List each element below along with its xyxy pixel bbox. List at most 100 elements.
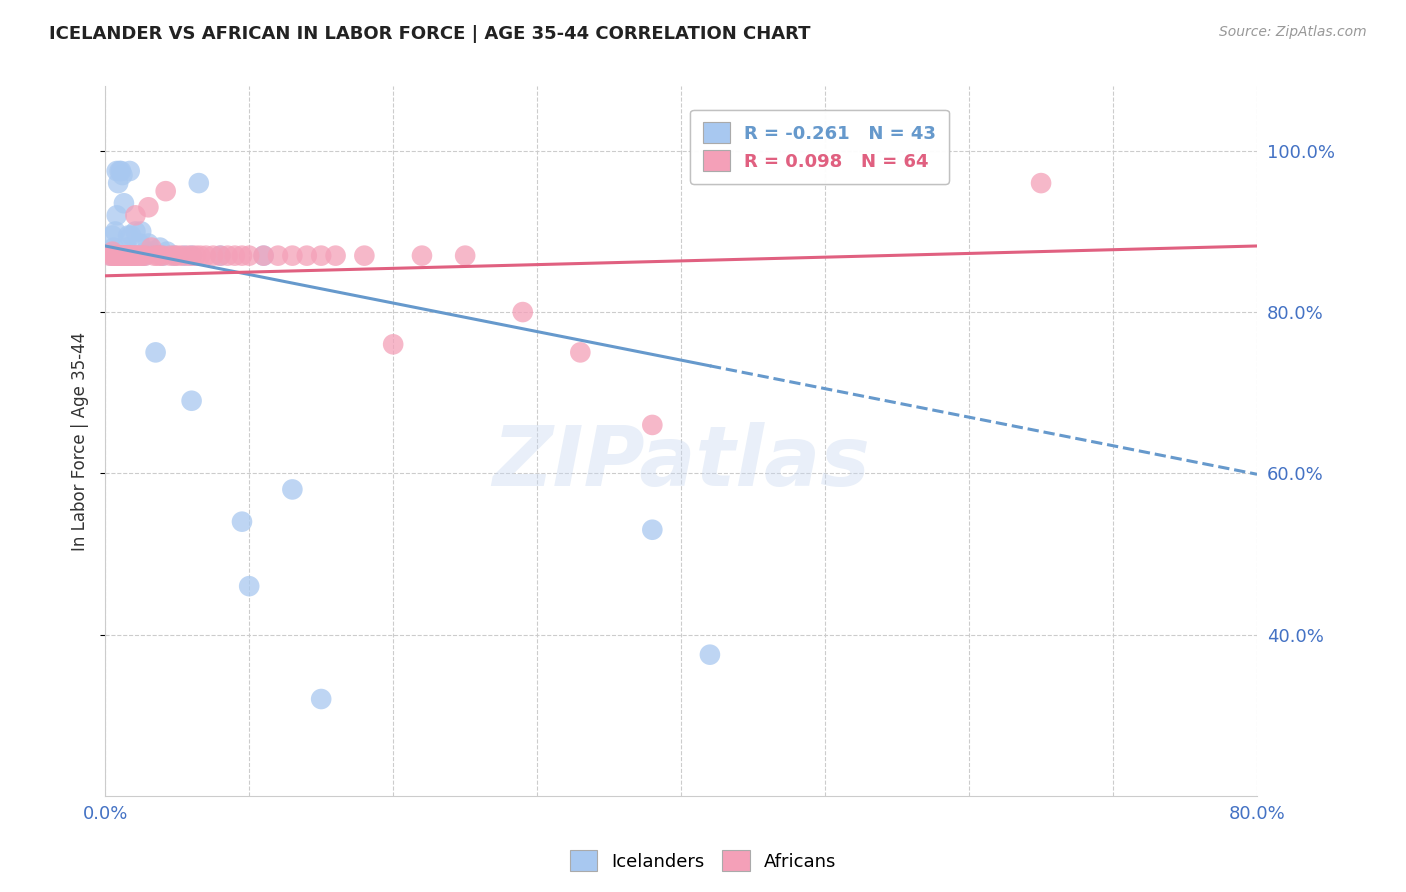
Point (238, 249, 260, 263)
Point (101, 244, 124, 259)
Text: ICELANDER VS AFRICAN IN LABOR FORCE | AGE 35-44 CORRELATION CHART: ICELANDER VS AFRICAN IN LABOR FORCE | AG… (49, 25, 811, 43)
Point (569, 345, 592, 359)
Point (180, 249, 202, 263)
Point (699, 648, 721, 662)
Point (184, 249, 207, 263)
Point (173, 249, 195, 263)
Point (115, 249, 138, 263)
Point (131, 249, 153, 263)
Point (159, 249, 181, 263)
Point (309, 249, 332, 263)
Point (110, 249, 132, 263)
Point (107, 249, 129, 263)
Point (231, 249, 253, 263)
Point (217, 249, 239, 263)
Point (170, 249, 193, 263)
Point (231, 515, 253, 529)
Point (135, 249, 157, 263)
Point (111, 249, 134, 263)
Point (120, 228, 142, 243)
Point (127, 249, 149, 263)
Point (281, 249, 304, 263)
Point (118, 249, 141, 263)
Point (125, 249, 148, 263)
Point (108, 249, 131, 263)
Point (454, 249, 477, 263)
Point (166, 249, 188, 263)
Point (124, 208, 146, 222)
Point (188, 249, 211, 263)
Point (103, 249, 125, 263)
Point (295, 249, 318, 263)
Point (353, 249, 375, 263)
Point (195, 249, 218, 263)
Point (111, 168, 134, 182)
Point (108, 249, 131, 263)
Point (101, 228, 124, 243)
Point (163, 249, 186, 263)
Point (135, 244, 157, 259)
Point (238, 579, 260, 593)
Point (114, 249, 136, 263)
Point (411, 249, 433, 263)
Point (122, 249, 145, 263)
Point (143, 249, 166, 263)
Point (224, 249, 246, 263)
Point (117, 249, 139, 263)
Point (146, 249, 169, 263)
Legend: Icelanders, Africans: Icelanders, Africans (562, 843, 844, 879)
Point (101, 249, 124, 263)
Point (209, 249, 232, 263)
Point (103, 241, 125, 255)
Point (105, 208, 128, 222)
Point (176, 249, 198, 263)
Point (641, 523, 664, 537)
Point (309, 692, 332, 706)
Point (120, 249, 142, 263)
Point (107, 176, 129, 190)
Point (125, 249, 148, 263)
Y-axis label: In Labor Force | Age 35-44: In Labor Force | Age 35-44 (72, 332, 89, 550)
Point (112, 196, 135, 211)
Point (149, 249, 172, 263)
Text: Source: ZipAtlas.com: Source: ZipAtlas.com (1219, 25, 1367, 39)
Point (138, 200, 160, 214)
Point (108, 249, 131, 263)
Point (252, 249, 274, 263)
Point (202, 249, 225, 263)
Point (129, 249, 152, 263)
Point (267, 249, 290, 263)
Point (115, 249, 138, 263)
Point (110, 164, 132, 178)
Point (145, 345, 167, 359)
Point (325, 249, 347, 263)
Point (132, 249, 155, 263)
Point (155, 184, 177, 198)
Point (108, 164, 131, 178)
Point (163, 249, 186, 263)
Point (122, 249, 145, 263)
Point (117, 228, 139, 243)
Point (641, 417, 664, 432)
Point (512, 305, 534, 319)
Point (100, 249, 122, 263)
Point (112, 249, 135, 263)
Point (187, 176, 209, 190)
Point (180, 393, 202, 408)
Point (112, 249, 135, 263)
Point (117, 249, 139, 263)
Point (138, 236, 160, 251)
Point (105, 164, 128, 178)
Point (281, 483, 304, 497)
Point (180, 249, 202, 263)
Point (156, 244, 179, 259)
Point (1029, 176, 1052, 190)
Point (252, 249, 274, 263)
Point (121, 249, 143, 263)
Point (114, 249, 136, 263)
Point (115, 241, 138, 255)
Point (152, 249, 174, 263)
Point (129, 224, 152, 238)
Point (152, 249, 174, 263)
Point (98, 249, 121, 263)
